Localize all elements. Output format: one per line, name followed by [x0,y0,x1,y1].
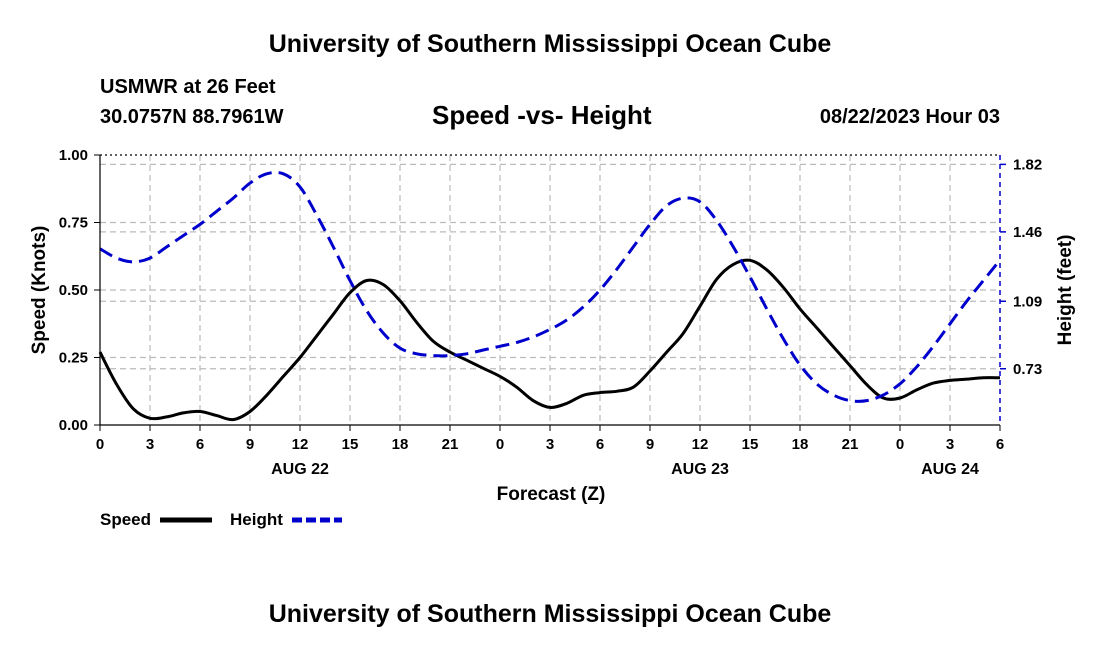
right-tick-label: 1.09 [1013,293,1042,310]
date-label: AUG 23 [671,461,729,478]
x-tick-label: 12 [692,436,709,453]
x-tick-label: 12 [292,436,309,453]
series-lines [98,170,1002,422]
x-tick-label: 15 [742,436,759,453]
x-tick-label: 9 [246,436,254,453]
right-tick-label: 1.82 [1013,156,1042,173]
chart-subtitle: Speed -vs- Height [432,100,652,130]
right-tick-label: 1.46 [1013,224,1042,241]
x-tick-label: 6 [596,436,604,453]
legend: Speed Height [100,510,342,529]
date-label: AUG 22 [271,461,329,478]
x-tick-label: 6 [196,436,204,453]
left-tick-label: 0.75 [59,215,88,232]
speed-series-line [98,258,1001,422]
left-tick-label: 0.00 [59,417,88,434]
x-tick-label: 0 [896,436,904,453]
x-tick-label: 21 [442,436,459,453]
x-tick-label: 21 [842,436,859,453]
chart-title: University of Southern Mississippi Ocean… [268,30,832,58]
right-axis-label: Height (feet) [1055,235,1076,346]
legend-speed-label: Speed [100,510,151,529]
left-tick-label: 0.50 [59,282,88,299]
x-tick-label: 9 [646,436,654,453]
x-tick-label: 0 [496,436,504,453]
x-tick-label: 0 [96,436,104,453]
left-tick-label: 0.25 [59,350,88,367]
station-label: USMWR at 26 Feet [100,76,276,98]
left-tick-label: 1.00 [59,147,88,164]
x-tick-label: 3 [946,436,954,453]
x-tick-label: 18 [792,436,809,453]
x-axis-label: Forecast (Z) [497,484,606,505]
station-coordinates: 30.0757N 88.7961W [100,106,284,128]
grid-lines [100,155,1000,425]
x-tick-label: 6 [996,436,1004,453]
left-axis-label: Speed (Knots) [29,226,50,355]
x-tick-label: 18 [392,436,409,453]
repeat-chart-title: University of Southern Mississippi Ocean… [268,600,832,628]
date-label: AUG 24 [921,461,979,478]
legend-height-label: Height [230,510,283,529]
x-tick-label: 15 [342,436,359,453]
x-tick-label: 3 [146,436,154,453]
forecast-datetime: 08/22/2023 Hour 03 [819,106,1000,128]
axes: 0 3 6 9 12 15 18 21 0 3 6 9 12 15 18 21 0 3 6 AUG 22 AUG 23 A… [59,147,1042,478]
right-tick-label: 0.73 [1013,361,1042,378]
x-tick-label: 3 [546,436,554,453]
height-series-line [99,170,1002,403]
